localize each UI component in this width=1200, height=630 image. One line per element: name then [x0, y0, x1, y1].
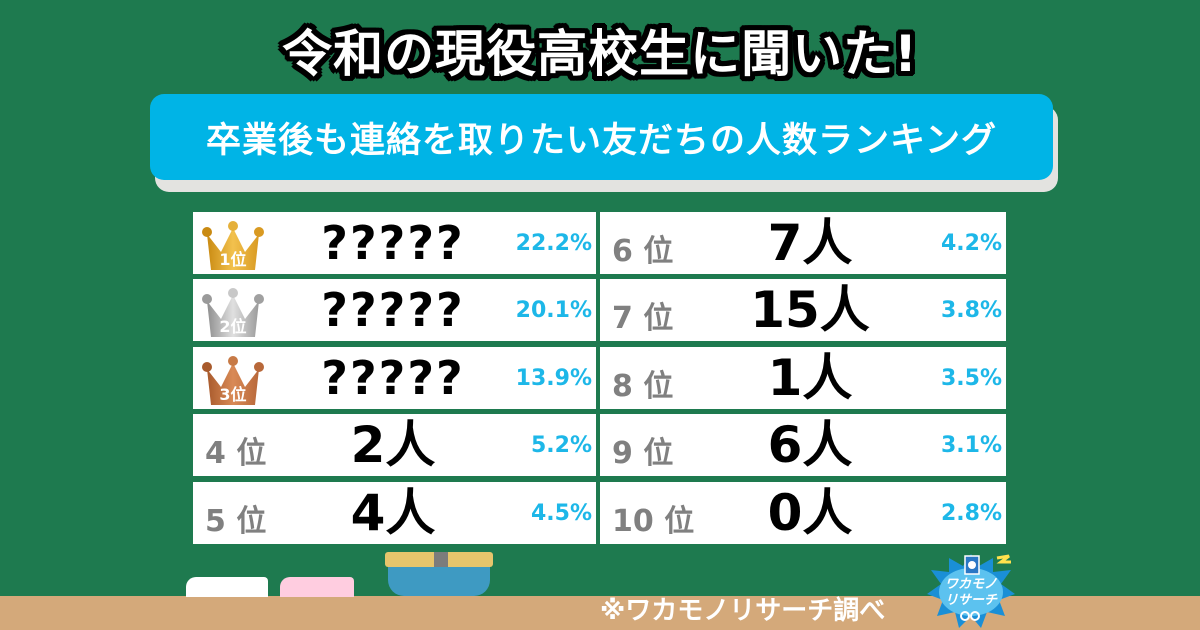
count-value: ????? — [321, 283, 465, 337]
rank-label: 4 位 — [205, 436, 267, 471]
rank-label: 7 位 — [612, 301, 674, 336]
logo-line-1: ワカモノ — [944, 577, 997, 592]
ranking-row-4: 4 位 2人 5.2% — [193, 414, 596, 476]
rank-label: 10 位 — [612, 504, 695, 539]
percent-value: 2.8% — [940, 501, 1002, 526]
count-value: 1人 — [767, 349, 853, 407]
bronze-crown-icon — [202, 356, 264, 405]
ranking-row-7: 7 位 15人 3.8% — [600, 279, 1006, 341]
count-value: 6人 — [767, 416, 853, 474]
eraser-band — [434, 552, 448, 567]
count-value: ????? — [321, 351, 465, 405]
ranking-row-8: 8 位 1人 3.5% — [600, 347, 1006, 409]
count-value: 4人 — [350, 484, 436, 542]
subtitle-text: 卒業後も連絡を取りたい友だちの人数ランキング — [206, 120, 997, 161]
rank-label: 8 位 — [612, 369, 674, 404]
percent-value: 4.2% — [940, 231, 1002, 256]
percent-value: 22.2% — [515, 231, 592, 256]
wakamono-research-logo: ワカモノ リサーチ — [925, 550, 1017, 630]
source-credit: ※ワカモノリサーチ調べ — [600, 596, 886, 626]
percent-value: 3.5% — [940, 366, 1002, 391]
rank-label: 1位 — [219, 250, 247, 269]
count-value: 15人 — [750, 281, 870, 339]
percent-value: 20.1% — [515, 298, 592, 323]
subtitle-banner: 卒業後も連絡を取りたい友だちの人数ランキング — [150, 94, 1053, 180]
percent-value: 3.8% — [940, 298, 1002, 323]
ranking-row-10: 10 位 0人 2.8% — [600, 482, 1006, 544]
count-value: 2人 — [350, 416, 436, 474]
rank-label: 3位 — [219, 385, 247, 404]
gold-crown-icon — [202, 221, 264, 270]
count-value: 0人 — [767, 484, 853, 542]
percent-value: 4.5% — [530, 501, 592, 526]
count-value: 7人 — [767, 214, 853, 272]
logo-line-2: リサーチ — [944, 593, 997, 608]
pink-chalk — [280, 577, 354, 597]
ranking-row-5: 5 位 4人 4.5% — [193, 482, 596, 544]
rank-label: 2位 — [219, 317, 247, 336]
rank-label: 9 位 — [612, 436, 674, 471]
white-chalk — [186, 577, 268, 597]
ranking-row-6: 6 位 7人 4.2% — [600, 212, 1006, 274]
percent-value: 3.1% — [940, 433, 1002, 458]
ranking-row-2: 2位 ????? 20.1% — [193, 279, 596, 341]
percent-value: 13.9% — [515, 366, 592, 391]
burst-icon — [927, 554, 1015, 628]
page-title: 令和の現役高校生に聞いた! — [282, 25, 918, 83]
ranking-row-3: 3位 ????? 13.9% — [193, 347, 596, 409]
rank-label: 6 位 — [612, 234, 674, 269]
rank-label: 5 位 — [205, 504, 267, 539]
ranking-row-9: 9 位 6人 3.1% — [600, 414, 1006, 476]
percent-value: 5.2% — [530, 433, 592, 458]
eraser-body — [388, 566, 490, 596]
silver-crown-icon — [202, 288, 264, 337]
count-value: ????? — [321, 216, 465, 270]
ranking-row-1: 1位 ????? 22.2% — [193, 212, 596, 274]
